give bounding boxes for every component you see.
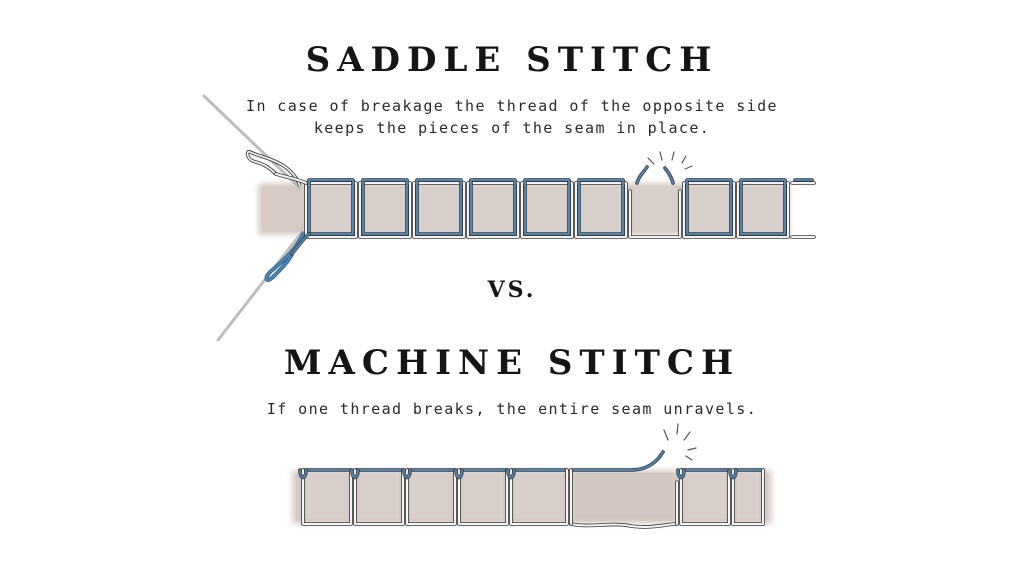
machine-blue-loop (299, 469, 307, 479)
machine-blue-loop (351, 469, 359, 479)
machine-leather-square (575, 473, 673, 519)
machine-blue-loop (729, 469, 737, 479)
machine-leather-square (737, 473, 759, 519)
saddle-stitch-caption-line2: keeps the pieces of the seam in place. (313, 119, 711, 137)
machine-leather-square (515, 473, 563, 519)
upper-needle (202, 94, 302, 190)
machine-white-thread (406, 469, 456, 525)
machine-white-thread (510, 469, 568, 525)
saddle-blue-thread (740, 179, 786, 235)
machine-white-thread (302, 469, 352, 525)
saddle-white-thread (575, 182, 627, 238)
saddle-leather-square (580, 186, 622, 232)
machine-blue-loop (455, 469, 463, 479)
machine-leather-square (359, 473, 399, 519)
saddle-stitch-caption-line1: In case of breakage the thread of the op… (246, 97, 778, 115)
saddle-blue-thread (524, 179, 570, 235)
saddle-leather-square (526, 186, 568, 232)
saddle-white-thread-lead (275, 173, 307, 184)
saddle-white-thread (413, 182, 465, 238)
machine-blue-loop (403, 469, 411, 479)
saddle-blue-thread (470, 179, 516, 235)
machine-white-thread (458, 469, 508, 525)
versus-label: VS. (487, 277, 537, 303)
saddle-stitch-row (274, 165, 816, 256)
machine-blue-thread-broken-outline (569, 450, 665, 472)
machine-leather-square (463, 473, 503, 519)
saddle-stitch-diagram (202, 94, 816, 342)
saddle-blue-thread (308, 179, 354, 235)
saddle-leather-square (310, 186, 352, 232)
saddle-blue-thread (686, 179, 732, 235)
saddle-white-thread (737, 182, 789, 238)
machine-white-thread (354, 469, 404, 525)
saddle-white-thread (305, 182, 357, 238)
machine-stitch-caption: If one thread breaks, the entire seam un… (266, 400, 758, 418)
machine-leather-square (307, 473, 347, 519)
saddle-blue-thread (362, 179, 408, 235)
saddle-white-thread (521, 182, 573, 238)
machine-white-thread (732, 469, 764, 525)
saddle-leather-square (472, 186, 514, 232)
saddle-blue-thread-broken-end (636, 166, 648, 184)
saddle-leather-square (634, 186, 676, 232)
saddle-white-thread (467, 182, 519, 238)
machine-white-thread-loose (570, 523, 678, 528)
saddle-white-thread (683, 182, 735, 238)
saddle-stitch-title: SADDLE STITCH (305, 40, 719, 80)
machine-leather-square (685, 473, 725, 519)
saddle-blue-thread-lead (291, 233, 310, 255)
machine-break-spark-icon (663, 423, 697, 461)
saddle-leather-square (688, 186, 730, 232)
saddle-leather-square (364, 186, 406, 232)
saddle-white-thread (359, 182, 411, 238)
saddle-white-thread (629, 190, 681, 238)
saddle-leather-square (742, 186, 784, 232)
saddle-leather-square (418, 186, 460, 232)
lower-needle (216, 230, 304, 342)
machine-blue-loop (507, 469, 515, 479)
machine-stitch-diagram (292, 423, 772, 529)
machine-white-thread (680, 469, 730, 525)
machine-blue-loop (677, 469, 685, 479)
saddle-blue-thread (578, 179, 624, 235)
saddle-break-spark-icon (647, 151, 693, 170)
machine-stitch-title: MACHINE STITCH (283, 343, 741, 383)
machine-stitch-row (298, 450, 765, 529)
machine-blue-thread-broken (570, 451, 664, 471)
saddle-blue-thread-broken-end (664, 167, 674, 184)
saddle-blue-thread (416, 179, 462, 235)
machine-leather-square (411, 473, 451, 519)
